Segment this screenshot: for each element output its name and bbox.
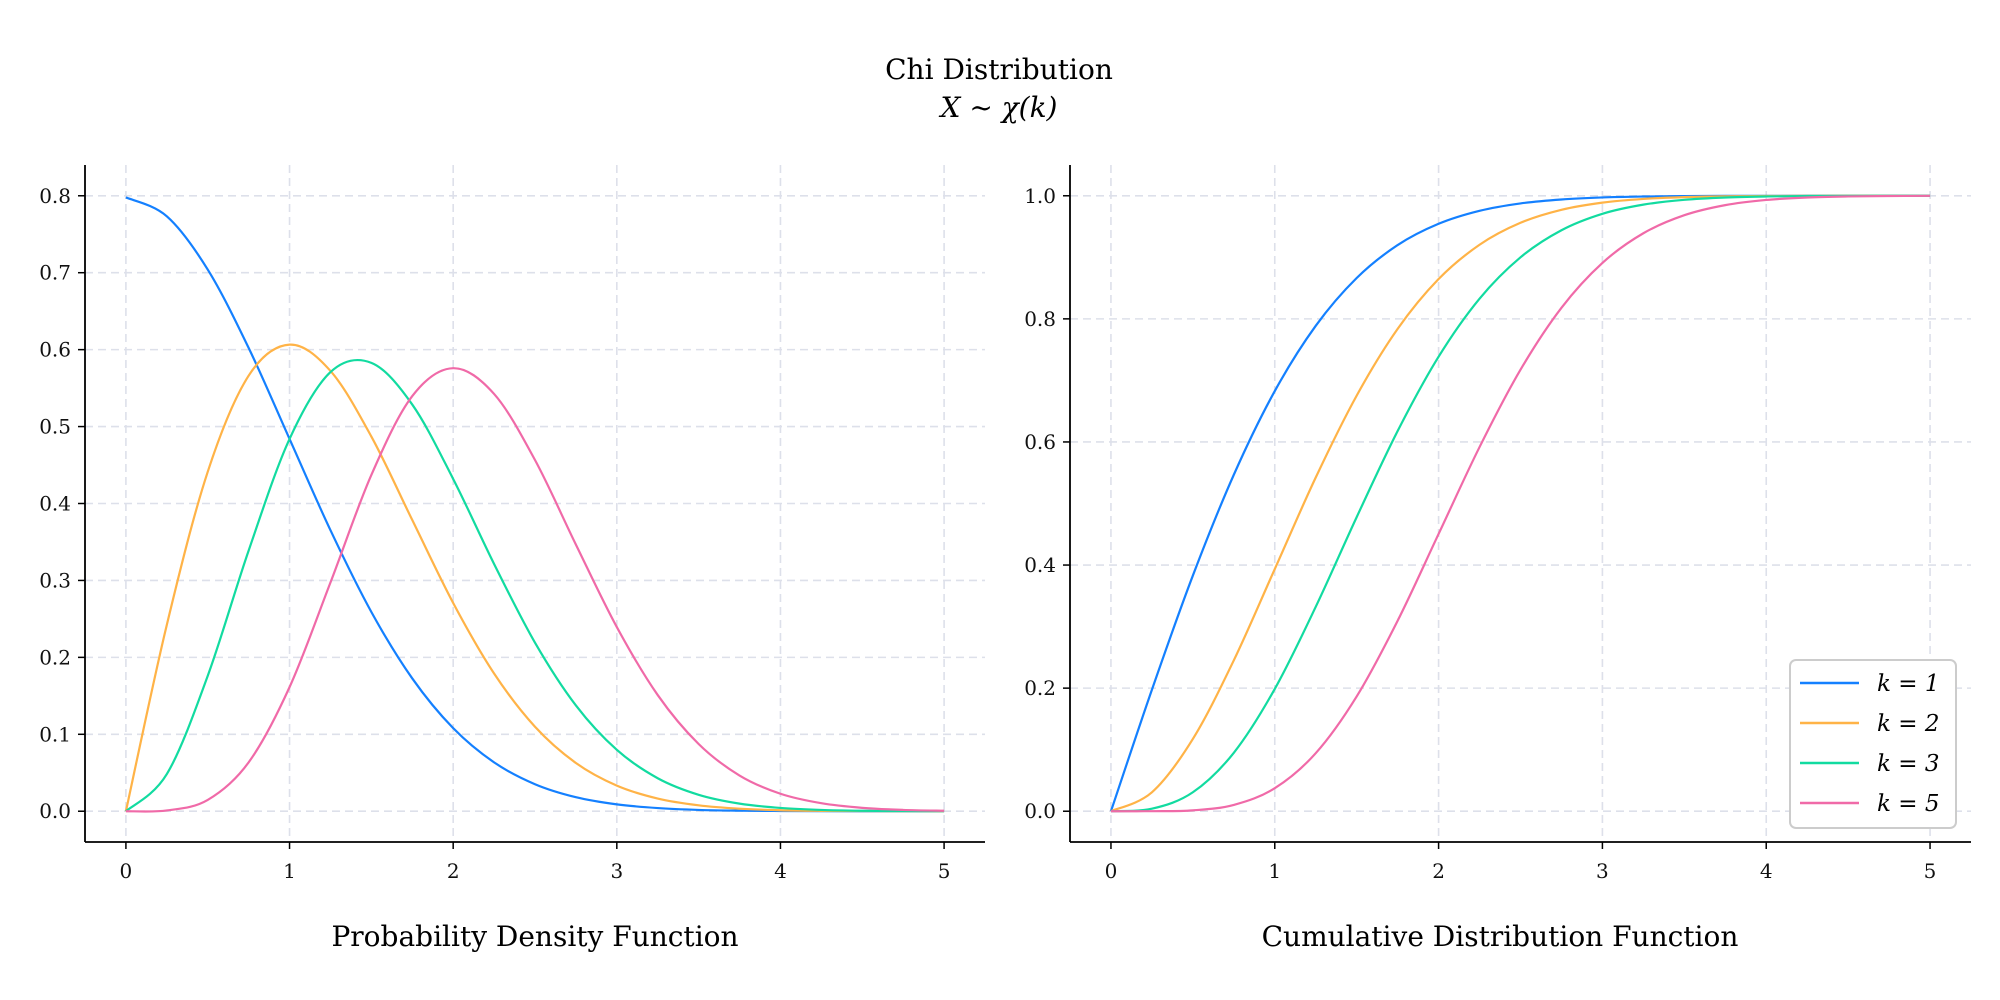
y-tick-label: 0.2: [1024, 676, 1056, 700]
figure-subtitle: X ~ χ(k): [939, 91, 1058, 124]
legend-label-k3: k = 3: [1877, 751, 1939, 777]
legend-frame: [1789, 659, 1957, 829]
y-tick-label: 0.1: [39, 722, 71, 746]
cdf-axes: 0 1 2 3 4 5 0.0 0.2 0.4 0.6 0.8 1.0 Cumulative Distr…: [1024, 165, 1971, 953]
pdf-x-axis-label: Probability Density Function: [331, 920, 738, 953]
cdf-series-k3-line: [1110, 194, 1931, 813]
pdf-series-k5-line: [125, 367, 945, 813]
x-tick-label: 0: [120, 859, 133, 883]
y-tick-label: 0.5: [39, 415, 71, 439]
y-tick-label: 1.0: [1024, 184, 1056, 208]
pdf-series-k3-line: [125, 358, 945, 813]
pdf-series-k2-line: [124, 343, 945, 813]
legend-label-k1: k = 1: [1877, 671, 1939, 697]
x-tick-label: 4: [1760, 859, 1773, 883]
y-tick-label: 0.0: [39, 799, 71, 823]
x-tick-label: 1: [283, 859, 296, 883]
y-tick-label: 0.4: [39, 492, 71, 516]
x-tick-label: 5: [938, 859, 951, 883]
y-tick-label: 0.6: [1024, 430, 1056, 454]
x-tick-label: 2: [447, 859, 460, 883]
cdf-series-k5-line: [1110, 194, 1931, 813]
x-tick-label: 4: [774, 859, 787, 883]
x-tick-label: 0: [1105, 859, 1118, 883]
y-tick-label: 0.0: [1024, 799, 1056, 823]
y-tick-label: 0.4: [1024, 553, 1056, 577]
x-tick-label: 3: [610, 859, 623, 883]
y-tick-label: 0.3: [39, 568, 71, 592]
y-tick-label: 0.8: [1024, 307, 1056, 331]
pdf-axes: 0 1 2 3 4 5 0.0 0.1 0.2 0.3 0.4 0.5 0.6 0.7 0.8 Probabi…: [39, 165, 985, 953]
legend-label-k5: k = 5: [1877, 791, 1939, 817]
x-tick-label: 5: [1924, 859, 1937, 883]
pdf-series-k1-line: [125, 196, 945, 813]
y-tick-label: 0.7: [39, 261, 71, 285]
legend-label-k2: k = 2: [1877, 711, 1939, 737]
cdf-x-axis-label: Cumulative Distribution Function: [1262, 920, 1739, 953]
x-tick-label: 3: [1596, 859, 1609, 883]
y-tick-label: 0.6: [39, 338, 71, 362]
x-tick-label: 1: [1268, 859, 1281, 883]
legend: k = 1 k = 2 k = 3 k = 5: [1789, 659, 1957, 829]
y-tick-label: 0.8: [39, 184, 71, 208]
x-tick-label: 2: [1432, 859, 1445, 883]
figure-title: Chi Distribution: [885, 53, 1113, 86]
y-tick-label: 0.2: [39, 645, 71, 669]
